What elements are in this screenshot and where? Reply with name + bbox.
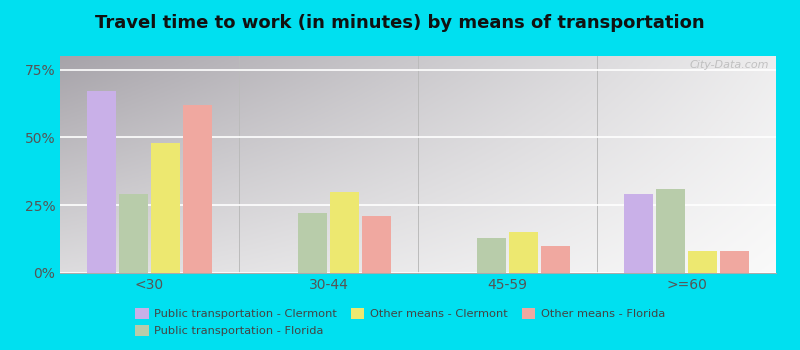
Bar bbox=[656, 189, 685, 273]
Text: Travel time to work (in minutes) by means of transportation: Travel time to work (in minutes) by mean… bbox=[95, 14, 705, 32]
Bar bbox=[119, 194, 148, 273]
Text: City-Data.com: City-Data.com bbox=[690, 60, 769, 70]
Bar bbox=[509, 232, 538, 273]
Bar bbox=[362, 216, 391, 273]
Bar bbox=[477, 238, 506, 273]
Bar bbox=[688, 251, 717, 273]
Legend: Public transportation - Clermont, Public transportation - Florida, Other means -: Public transportation - Clermont, Public… bbox=[130, 303, 670, 341]
Bar bbox=[542, 246, 570, 273]
Bar bbox=[183, 105, 212, 273]
Bar bbox=[624, 194, 653, 273]
Bar bbox=[151, 143, 180, 273]
Bar bbox=[86, 91, 116, 273]
Bar bbox=[330, 192, 359, 273]
Bar bbox=[720, 251, 750, 273]
Bar bbox=[298, 213, 327, 273]
